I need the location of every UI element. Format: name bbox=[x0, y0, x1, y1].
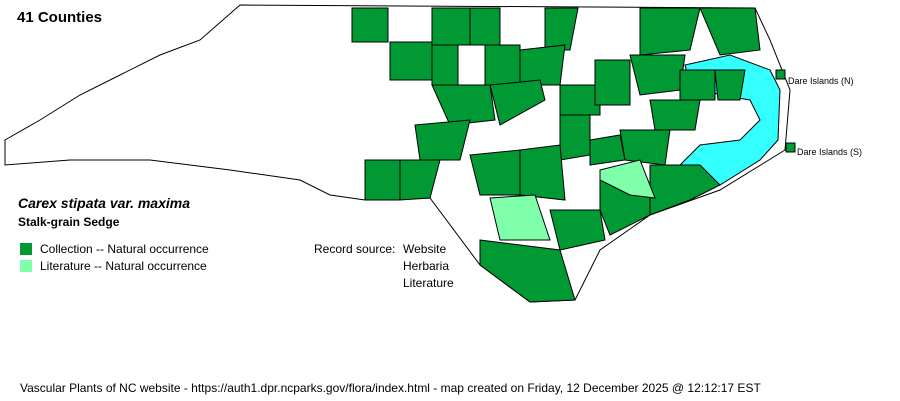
county-collection bbox=[699, 7, 761, 56]
county-collection bbox=[364, 159, 401, 201]
legend-label: Literature -- Natural occurrence bbox=[40, 259, 207, 273]
dare-islands-s-marker bbox=[785, 142, 796, 153]
county-collection bbox=[399, 159, 441, 201]
county-collection bbox=[544, 7, 579, 51]
county-collection bbox=[351, 7, 389, 43]
county-collection bbox=[519, 144, 566, 201]
county-collection bbox=[431, 84, 496, 126]
record-source-label: Record source: bbox=[314, 242, 396, 256]
county-literature bbox=[489, 194, 551, 241]
county-collection bbox=[484, 44, 521, 86]
county-collection bbox=[559, 84, 601, 116]
common-name: Stalk-grain Sedge bbox=[18, 215, 120, 229]
record-source-item: Literature bbox=[403, 276, 454, 290]
collection-counties bbox=[351, 7, 796, 303]
county-literature bbox=[599, 159, 656, 199]
county-collection bbox=[519, 44, 566, 86]
county-collection bbox=[389, 41, 433, 81]
county-collection bbox=[469, 7, 501, 46]
county-collection bbox=[431, 44, 459, 86]
dare-islands-n-label: Dare Islands (N) bbox=[788, 76, 854, 86]
county-collection bbox=[431, 7, 471, 46]
legend-item-collection: Collection -- Natural occurrence bbox=[20, 242, 209, 256]
county-collection bbox=[414, 119, 471, 161]
record-source-item: Website bbox=[403, 242, 447, 256]
county-collection bbox=[589, 134, 626, 166]
county-collection bbox=[649, 164, 721, 216]
literature-swatch bbox=[20, 260, 32, 272]
county-count: 41 Counties bbox=[17, 9, 103, 26]
scientific-name: Carex stipata var. maxima bbox=[18, 195, 190, 211]
footer-credit: Vascular Plants of NC website - https://… bbox=[20, 381, 761, 395]
literature-counties bbox=[489, 159, 656, 241]
county-collection bbox=[549, 209, 606, 251]
county-collection bbox=[594, 59, 631, 106]
county-collection bbox=[479, 239, 576, 303]
county-collection bbox=[714, 69, 746, 101]
county-collection bbox=[649, 99, 701, 131]
legend-item-literature: Literature -- Natural occurrence bbox=[20, 259, 207, 273]
county-collection bbox=[559, 114, 591, 161]
dare-islands-n-marker bbox=[775, 69, 786, 80]
county-collection bbox=[619, 129, 671, 166]
collection-swatch bbox=[20, 243, 32, 255]
county-collection bbox=[639, 7, 701, 56]
legend-label: Collection -- Natural occurrence bbox=[40, 242, 209, 256]
record-source-item: Herbaria bbox=[403, 259, 450, 273]
county-collection bbox=[629, 54, 686, 96]
dare-islands-s-label: Dare Islands (S) bbox=[797, 147, 862, 157]
county-collection bbox=[489, 79, 546, 126]
county-collection bbox=[679, 69, 716, 101]
